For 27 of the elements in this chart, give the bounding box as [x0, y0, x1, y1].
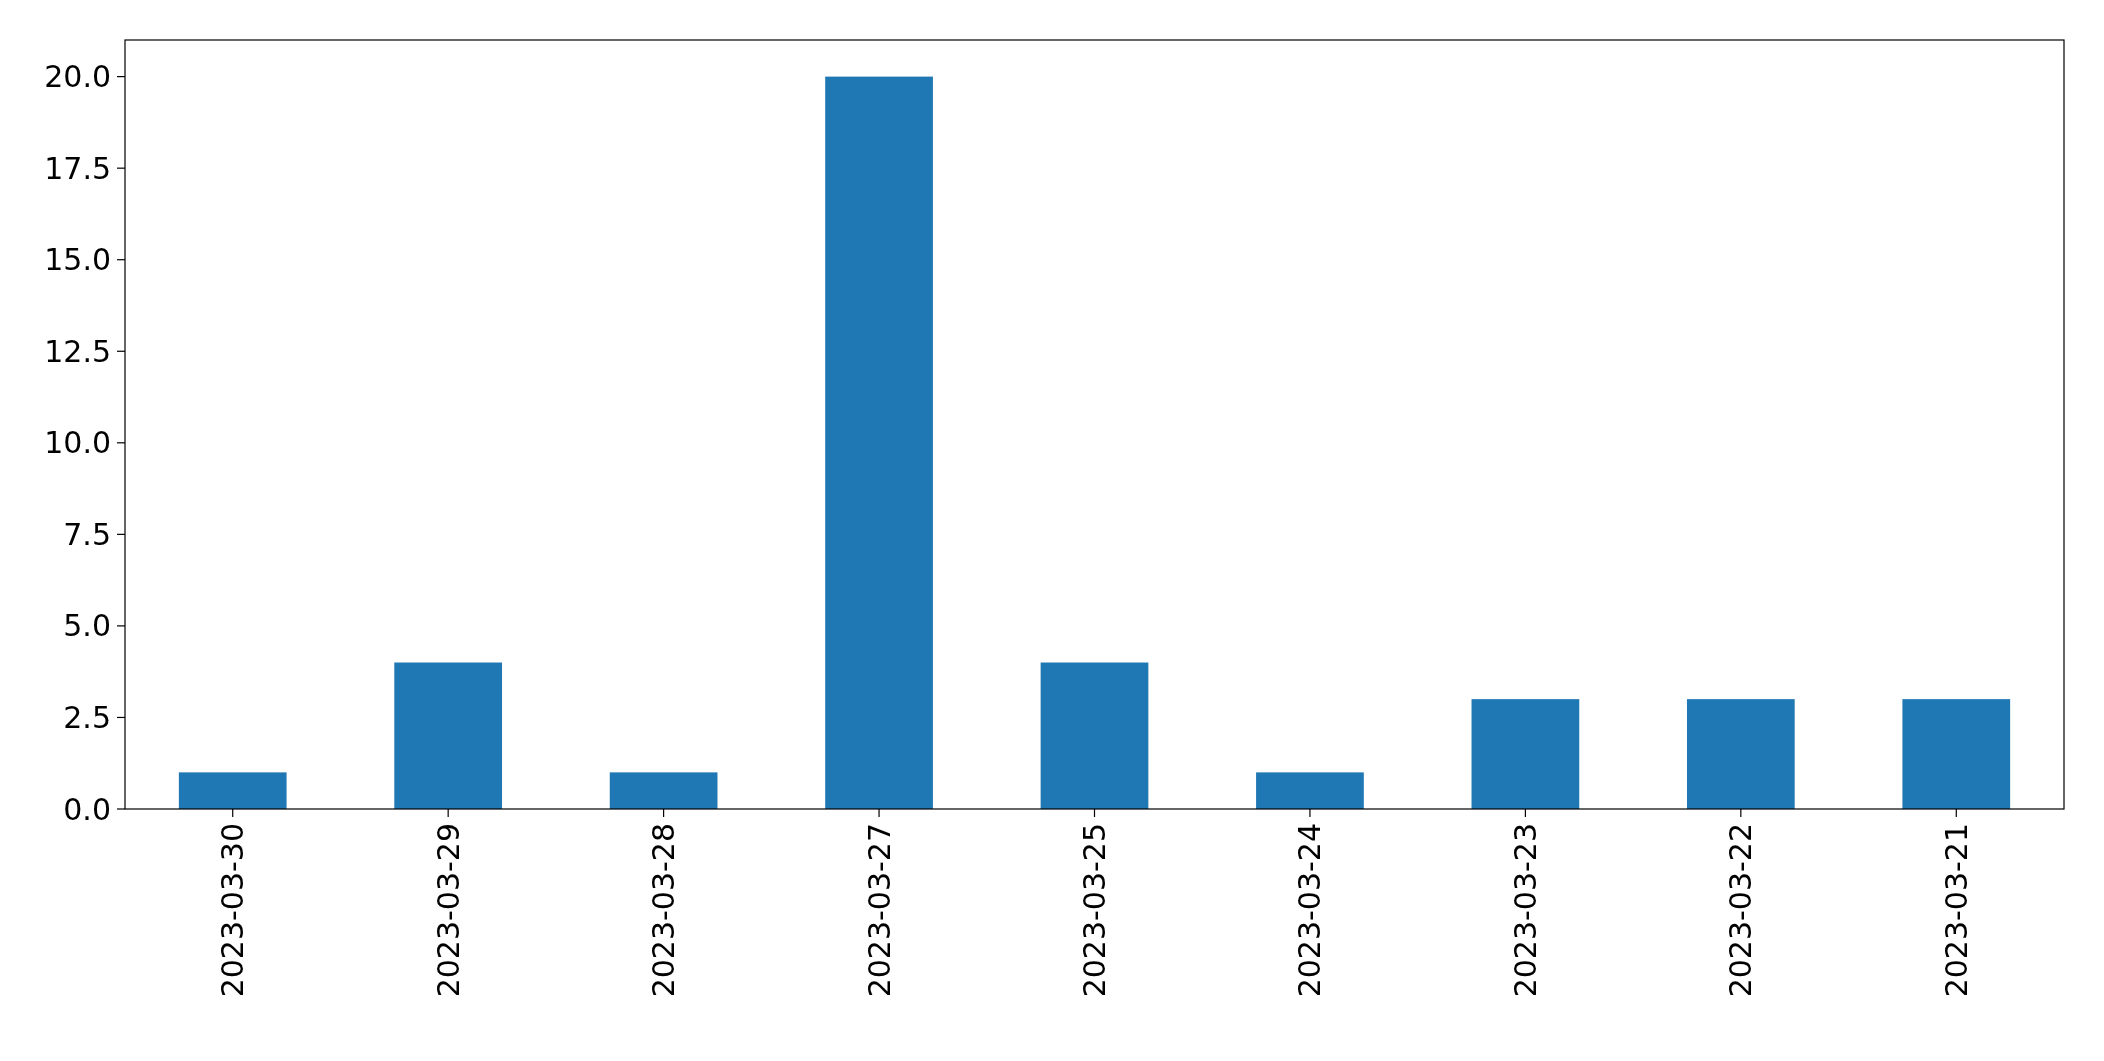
x-tick-label: 2023-03-25 [1077, 823, 1112, 998]
y-tick-label: 12.5 [44, 333, 111, 369]
x-tick-label: 2023-03-23 [1507, 823, 1543, 998]
bar [609, 772, 718, 809]
y-tick-label: 20.0 [44, 59, 111, 95]
bar [1256, 772, 1364, 809]
bar [1686, 699, 1795, 809]
bar [1902, 699, 2011, 809]
y-tick-label: 0.0 [63, 791, 111, 827]
bar [825, 76, 933, 809]
x-tick-label: 2023-03-24 [1292, 823, 1328, 998]
y-tick-label: 7.5 [63, 516, 111, 552]
x-tick-label: 2023-03-30 [215, 823, 251, 998]
x-tick-label: 2023-03-21 [1938, 823, 1974, 998]
x-tick-label: 2023-03-29 [430, 823, 466, 998]
y-tick-label: 15.0 [44, 242, 111, 278]
bar [1471, 699, 1580, 809]
y-tick-label: 2.5 [63, 699, 111, 735]
x-tick-label: 2023-03-27 [861, 823, 897, 998]
bar [394, 662, 503, 809]
x-tick-label: 2023-03-28 [646, 823, 682, 998]
bar [178, 772, 287, 809]
x-tick-label: 2023-03-22 [1723, 823, 1759, 998]
bar [1040, 662, 1149, 809]
y-tick-label: 17.5 [44, 150, 111, 186]
y-tick-label: 5.0 [63, 608, 111, 644]
y-tick-label: 10.0 [44, 425, 111, 461]
